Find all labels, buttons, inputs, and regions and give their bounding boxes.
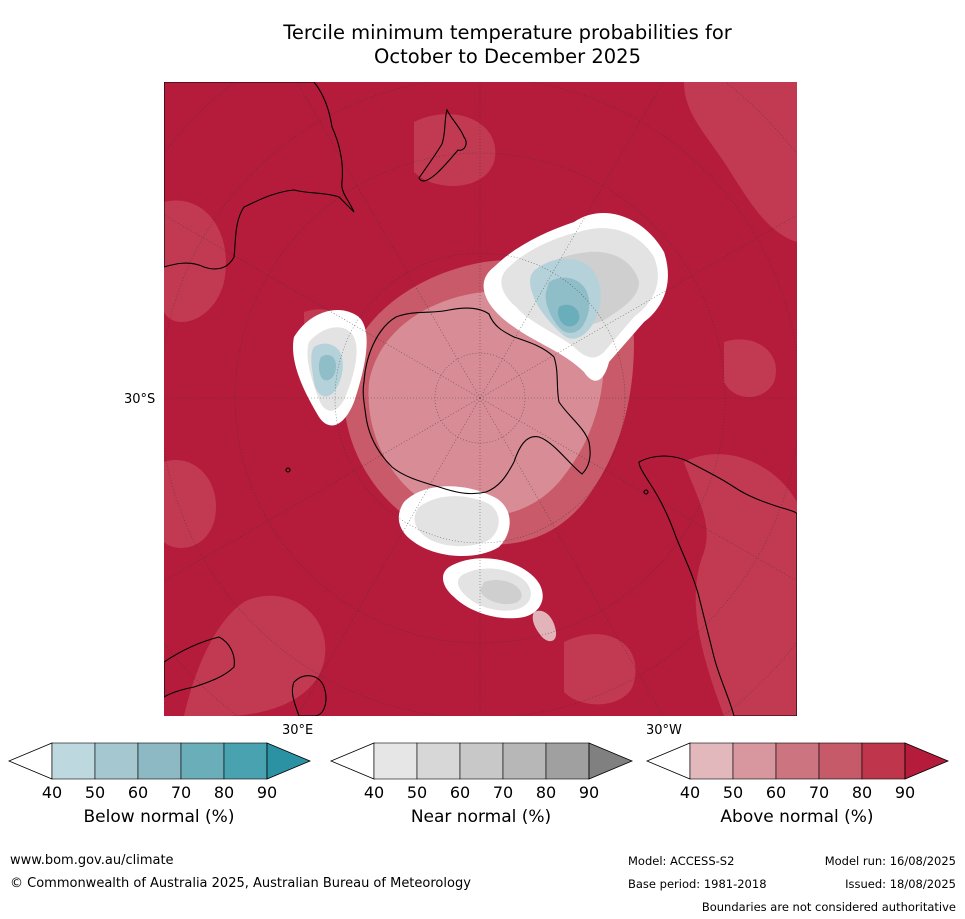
australia-coastline [164, 82, 355, 270]
colorbar-bin [416, 742, 461, 780]
colorbar-tick-label: 60 [765, 783, 787, 802]
title-line-2: October to December 2025 [374, 45, 641, 68]
coastlines [164, 82, 797, 716]
colorbar-bin [545, 742, 590, 780]
colorbar-bin [373, 742, 418, 780]
graticule [164, 82, 797, 716]
chart-title: Tercile minimum temperature probabilitie… [0, 21, 965, 69]
colorbar-upper-extend [588, 742, 634, 780]
colorbar-tick-label: 90 [894, 783, 916, 802]
polar-map [164, 82, 797, 716]
madagascar-coastline [291, 675, 327, 716]
colorbar-bin [51, 742, 96, 780]
issued-date: Issued: 18/08/2025 [845, 877, 956, 891]
colorbar-bin [732, 742, 777, 780]
colorbar-bin [775, 742, 820, 780]
colorbar-tick-label: 40 [41, 783, 63, 802]
colorbar-bin [502, 742, 547, 780]
south-america-coastline [638, 455, 797, 716]
colorbar-bin [223, 742, 268, 780]
colorbar-bin [180, 742, 225, 780]
colorbar-bin [861, 742, 906, 780]
colorbar-tick-label: 70 [492, 783, 514, 802]
colorbar-lower-extend [7, 742, 53, 780]
colorbar-tick-label: 40 [679, 783, 701, 802]
model-run-date: Model run: 16/08/2025 [824, 854, 956, 868]
near-normal-areas [293, 213, 668, 642]
colorbar-swatches [329, 742, 634, 780]
below-normal-areas [311, 258, 601, 397]
disclaimer-text: Boundaries are not considered authoritat… [701, 900, 956, 914]
colorbar-upper-extend [904, 742, 950, 780]
lon-label-30w: 30°W [646, 723, 682, 738]
colorbar-tick-label: 60 [127, 783, 149, 802]
colorbar-lower-extend [645, 742, 691, 780]
colorbar-tick-label: 70 [808, 783, 830, 802]
colorbar-near-normal: 40 50 60 70 80 90 Near normal (%) [329, 742, 634, 843]
colorbar-tick-label: 90 [578, 783, 600, 802]
colorbar-upper-extend [266, 742, 312, 780]
colorbar-tick-label: 80 [851, 783, 873, 802]
colorbar-bin [689, 742, 734, 780]
colorbar-tick-label: 70 [170, 783, 192, 802]
colorbar-tick-label: 80 [535, 783, 557, 802]
colorbar-below-normal: 40 50 60 70 80 90 Below normal (%) [7, 742, 312, 843]
colorbar-title: Below normal (%) [83, 807, 235, 827]
colorbar-tick-label: 50 [406, 783, 428, 802]
new-zealand-coastline [418, 108, 467, 182]
colorbar-bin [137, 742, 182, 780]
colorbar-above-normal: 40 50 60 70 80 90 Above normal (%) [645, 742, 950, 843]
colorbar-title: Near normal (%) [410, 807, 552, 827]
colorbar-title: Above normal (%) [720, 807, 874, 827]
map-canvas [164, 82, 797, 716]
colorbar-tick-label: 90 [256, 783, 278, 802]
lat-label-30s: 30°S [124, 392, 156, 407]
lon-label-30e: 30°E [282, 723, 314, 738]
colorbar-tick-label: 40 [363, 783, 385, 802]
antarctica-coastline [362, 307, 591, 495]
colorbar-tick-label: 50 [84, 783, 106, 802]
base-period: Base period: 1981-2018 [628, 877, 767, 891]
website-link[interactable]: www.bom.gov.au/climate [10, 853, 174, 868]
copyright-text: © Commonwealth of Australia 2025, Austra… [10, 876, 471, 891]
model-name: Model: ACCESS-S2 [628, 854, 735, 868]
colorbar-tick-label: 80 [213, 783, 235, 802]
colorbar-bin [459, 742, 504, 780]
colorbar-swatches [7, 742, 312, 780]
africa-coastline [164, 636, 235, 698]
colorbar-bin [94, 742, 139, 780]
colorbar-bin [818, 742, 863, 780]
colorbar-tick-label: 50 [722, 783, 744, 802]
title-line-1: Tercile minimum temperature probabilitie… [283, 21, 732, 44]
colorbar-tick-label: 60 [449, 783, 471, 802]
colorbar-swatches [645, 742, 950, 780]
colorbar-lower-extend [329, 742, 375, 780]
